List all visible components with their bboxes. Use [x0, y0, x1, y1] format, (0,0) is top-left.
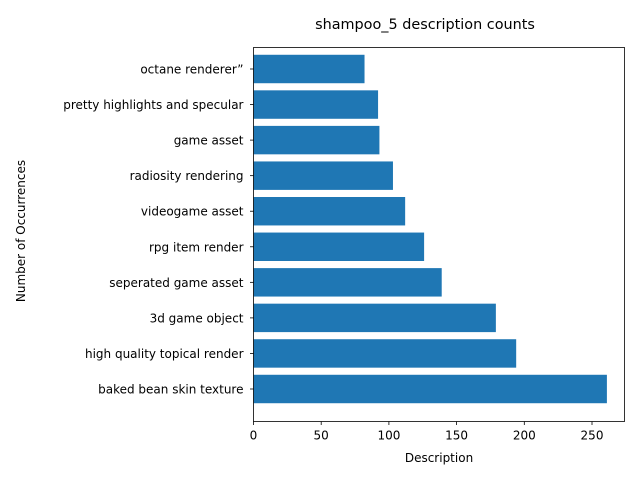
plot-frame [253, 47, 625, 422]
y-tick-label: radiosity rendering [130, 169, 244, 183]
x-tick-label: 50 [314, 429, 329, 443]
bar [253, 54, 365, 84]
y-tick-label: 3d game object [150, 311, 244, 325]
x-tick-label: 250 [581, 429, 604, 443]
y-tick-label: baked bean skin texture [98, 383, 243, 397]
y-tick-label: seperated game asset [109, 276, 244, 290]
bar [253, 303, 496, 333]
x-axis-label: Description [405, 451, 473, 465]
y-tick-label: game asset [174, 134, 244, 148]
bar [253, 339, 517, 368]
bar [253, 374, 607, 404]
x-tick-label: 0 [250, 429, 258, 443]
bars [253, 54, 607, 404]
x-tick-label: 200 [513, 429, 536, 443]
y-tick-label: octane renderer” [140, 63, 243, 77]
bar [253, 125, 380, 155]
bar [253, 161, 393, 190]
bar [253, 197, 406, 226]
y-tick-label: videogame asset [141, 205, 244, 219]
y-tick-label: pretty highlights and specular [63, 98, 243, 112]
y-tick-label: high quality topical render [85, 347, 244, 361]
x-tick-label: 100 [377, 429, 400, 443]
chart-title: shampoo_5 description counts [315, 17, 535, 33]
x-axis-ticks: 0 50 100 150 200 250 [250, 421, 604, 443]
bar [253, 268, 442, 297]
y-tick-label: rpg item render [149, 240, 244, 254]
y-axis-ticks: baked bean skin texture high quality topi… [63, 63, 254, 397]
x-tick-label: 150 [445, 429, 468, 443]
bar [253, 232, 425, 261]
y-axis-label: Number of Occurrences [14, 160, 28, 302]
bar [253, 90, 379, 119]
